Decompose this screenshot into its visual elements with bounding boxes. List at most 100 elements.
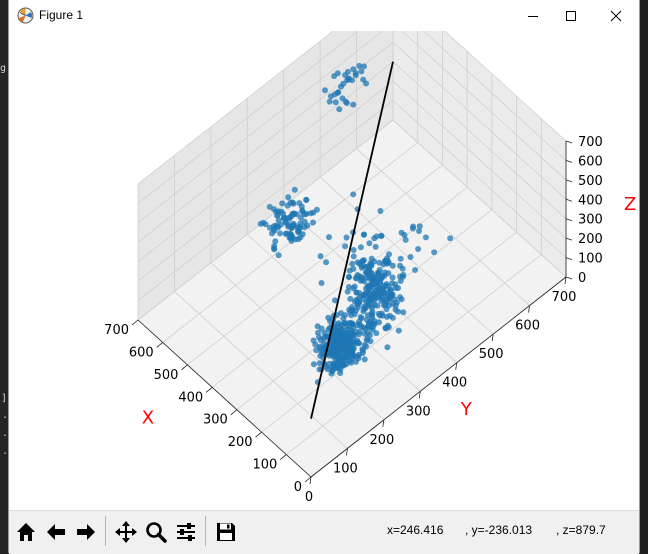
grid-line: [392, 41, 567, 200]
tick-mark: [309, 476, 312, 485]
grid-line: [137, 61, 394, 263]
scatter-point: [273, 208, 280, 215]
grid-line: [422, 31, 567, 161]
back-button[interactable]: [41, 517, 71, 547]
grid-line: [444, 31, 567, 142]
grid-line: [137, 80, 394, 282]
scatter-point: [400, 309, 407, 316]
scatter-point: [422, 234, 429, 241]
scatter-point: [329, 368, 336, 375]
grid-line: [356, 148, 530, 306]
scatter-point: [356, 328, 363, 335]
tick-mark: [382, 419, 385, 427]
scatter-point: [340, 327, 347, 334]
scatter-point: [344, 288, 351, 295]
scatter-point: [341, 332, 348, 339]
forward-button[interactable]: [71, 517, 101, 547]
plot-canvas[interactable]: 0100200300400500600700010020030040050060…: [9, 31, 639, 510]
grid-line: [137, 41, 394, 243]
x-tick-label: 100: [252, 458, 277, 473]
z-tick-label: 300: [578, 213, 603, 228]
scatter-point: [344, 68, 351, 75]
window-title: Figure 1: [39, 8, 84, 22]
scatter-point: [384, 344, 391, 351]
tick-mark: [565, 160, 573, 163]
z-tick-label: 200: [578, 232, 603, 247]
move-icon: [115, 521, 137, 543]
pan-button[interactable]: [111, 517, 141, 547]
scatter-point: [371, 302, 378, 309]
z-axis-label: Z: [624, 194, 636, 215]
scatter-point: [382, 283, 389, 289]
scatter-point: [296, 200, 303, 207]
scatter-point: [415, 246, 422, 252]
scatter-point: [271, 246, 278, 253]
scatter-point: [366, 264, 373, 271]
scatter-point: [310, 361, 317, 368]
scatter-point: [366, 240, 373, 247]
scatter-point: [350, 253, 357, 260]
grid-line: [137, 31, 359, 204]
tick-mark: [304, 476, 312, 483]
home-button[interactable]: [11, 517, 41, 547]
minimize-icon: [528, 15, 538, 17]
grid-line: [174, 291, 348, 449]
y-tick-label: 0: [305, 490, 313, 505]
close-button[interactable]: [593, 0, 639, 31]
scatter-point: [318, 280, 325, 286]
scatter-point: [326, 98, 333, 105]
minimize-button[interactable]: [510, 0, 556, 31]
scatter-point: [345, 274, 352, 280]
scatter-point: [378, 310, 385, 317]
scatter-point: [407, 254, 414, 260]
scatter-point: [382, 325, 389, 332]
scatter-point: [380, 296, 386, 303]
scatter-point: [373, 233, 380, 240]
scatter-point: [358, 68, 365, 75]
grid-line: [210, 262, 385, 421]
grid-line: [392, 61, 567, 220]
scatter-point: [397, 255, 404, 262]
grid-line: [137, 31, 334, 185]
scatter-point: [366, 298, 373, 305]
scatter-point: [334, 70, 341, 77]
scatter-point: [370, 290, 377, 297]
scatter-point: [331, 343, 338, 350]
scatter-point: [431, 249, 438, 256]
x-tick-label: 200: [228, 435, 253, 450]
scatter-point: [350, 247, 357, 253]
scatter-point: [354, 259, 361, 266]
title-bar[interactable]: Figure 1: [9, 0, 639, 31]
tick-mark: [565, 140, 573, 144]
scatter-point: [271, 227, 278, 234]
y-axis-label: Y: [460, 399, 473, 420]
scatter-point: [355, 355, 362, 362]
maximize-button[interactable]: [548, 0, 594, 31]
scatter-point: [349, 338, 356, 345]
scatter-point: [399, 265, 406, 272]
grid-line: [137, 119, 394, 321]
scatter-point: [345, 320, 352, 327]
scatter-point: [392, 306, 399, 313]
configure-subplots-button[interactable]: [171, 517, 201, 547]
scatter-point: [339, 95, 346, 102]
scatter-point: [342, 243, 349, 250]
scatter-point: [360, 296, 367, 303]
tick-mark: [565, 257, 573, 260]
scatter-point: [303, 196, 310, 203]
scatter-point: [299, 207, 306, 214]
scatter-point: [338, 83, 344, 90]
scatter-point: [369, 314, 376, 321]
matplotlib-logo-icon: [17, 7, 34, 24]
scatter-point: [352, 72, 359, 79]
background-text-fragment: g:: [0, 63, 13, 74]
zoom-button[interactable]: [141, 517, 171, 547]
save-button[interactable]: [211, 517, 241, 547]
scatter-point: [385, 289, 392, 296]
scatter-point: [317, 253, 324, 260]
scatter-point: [291, 186, 298, 193]
scatter-point: [332, 297, 338, 304]
scatter-point: [287, 199, 294, 206]
y-tick-label: 300: [406, 404, 431, 419]
axes-tick-labels: 0100200300400500600700010020030040050060…: [104, 135, 603, 505]
